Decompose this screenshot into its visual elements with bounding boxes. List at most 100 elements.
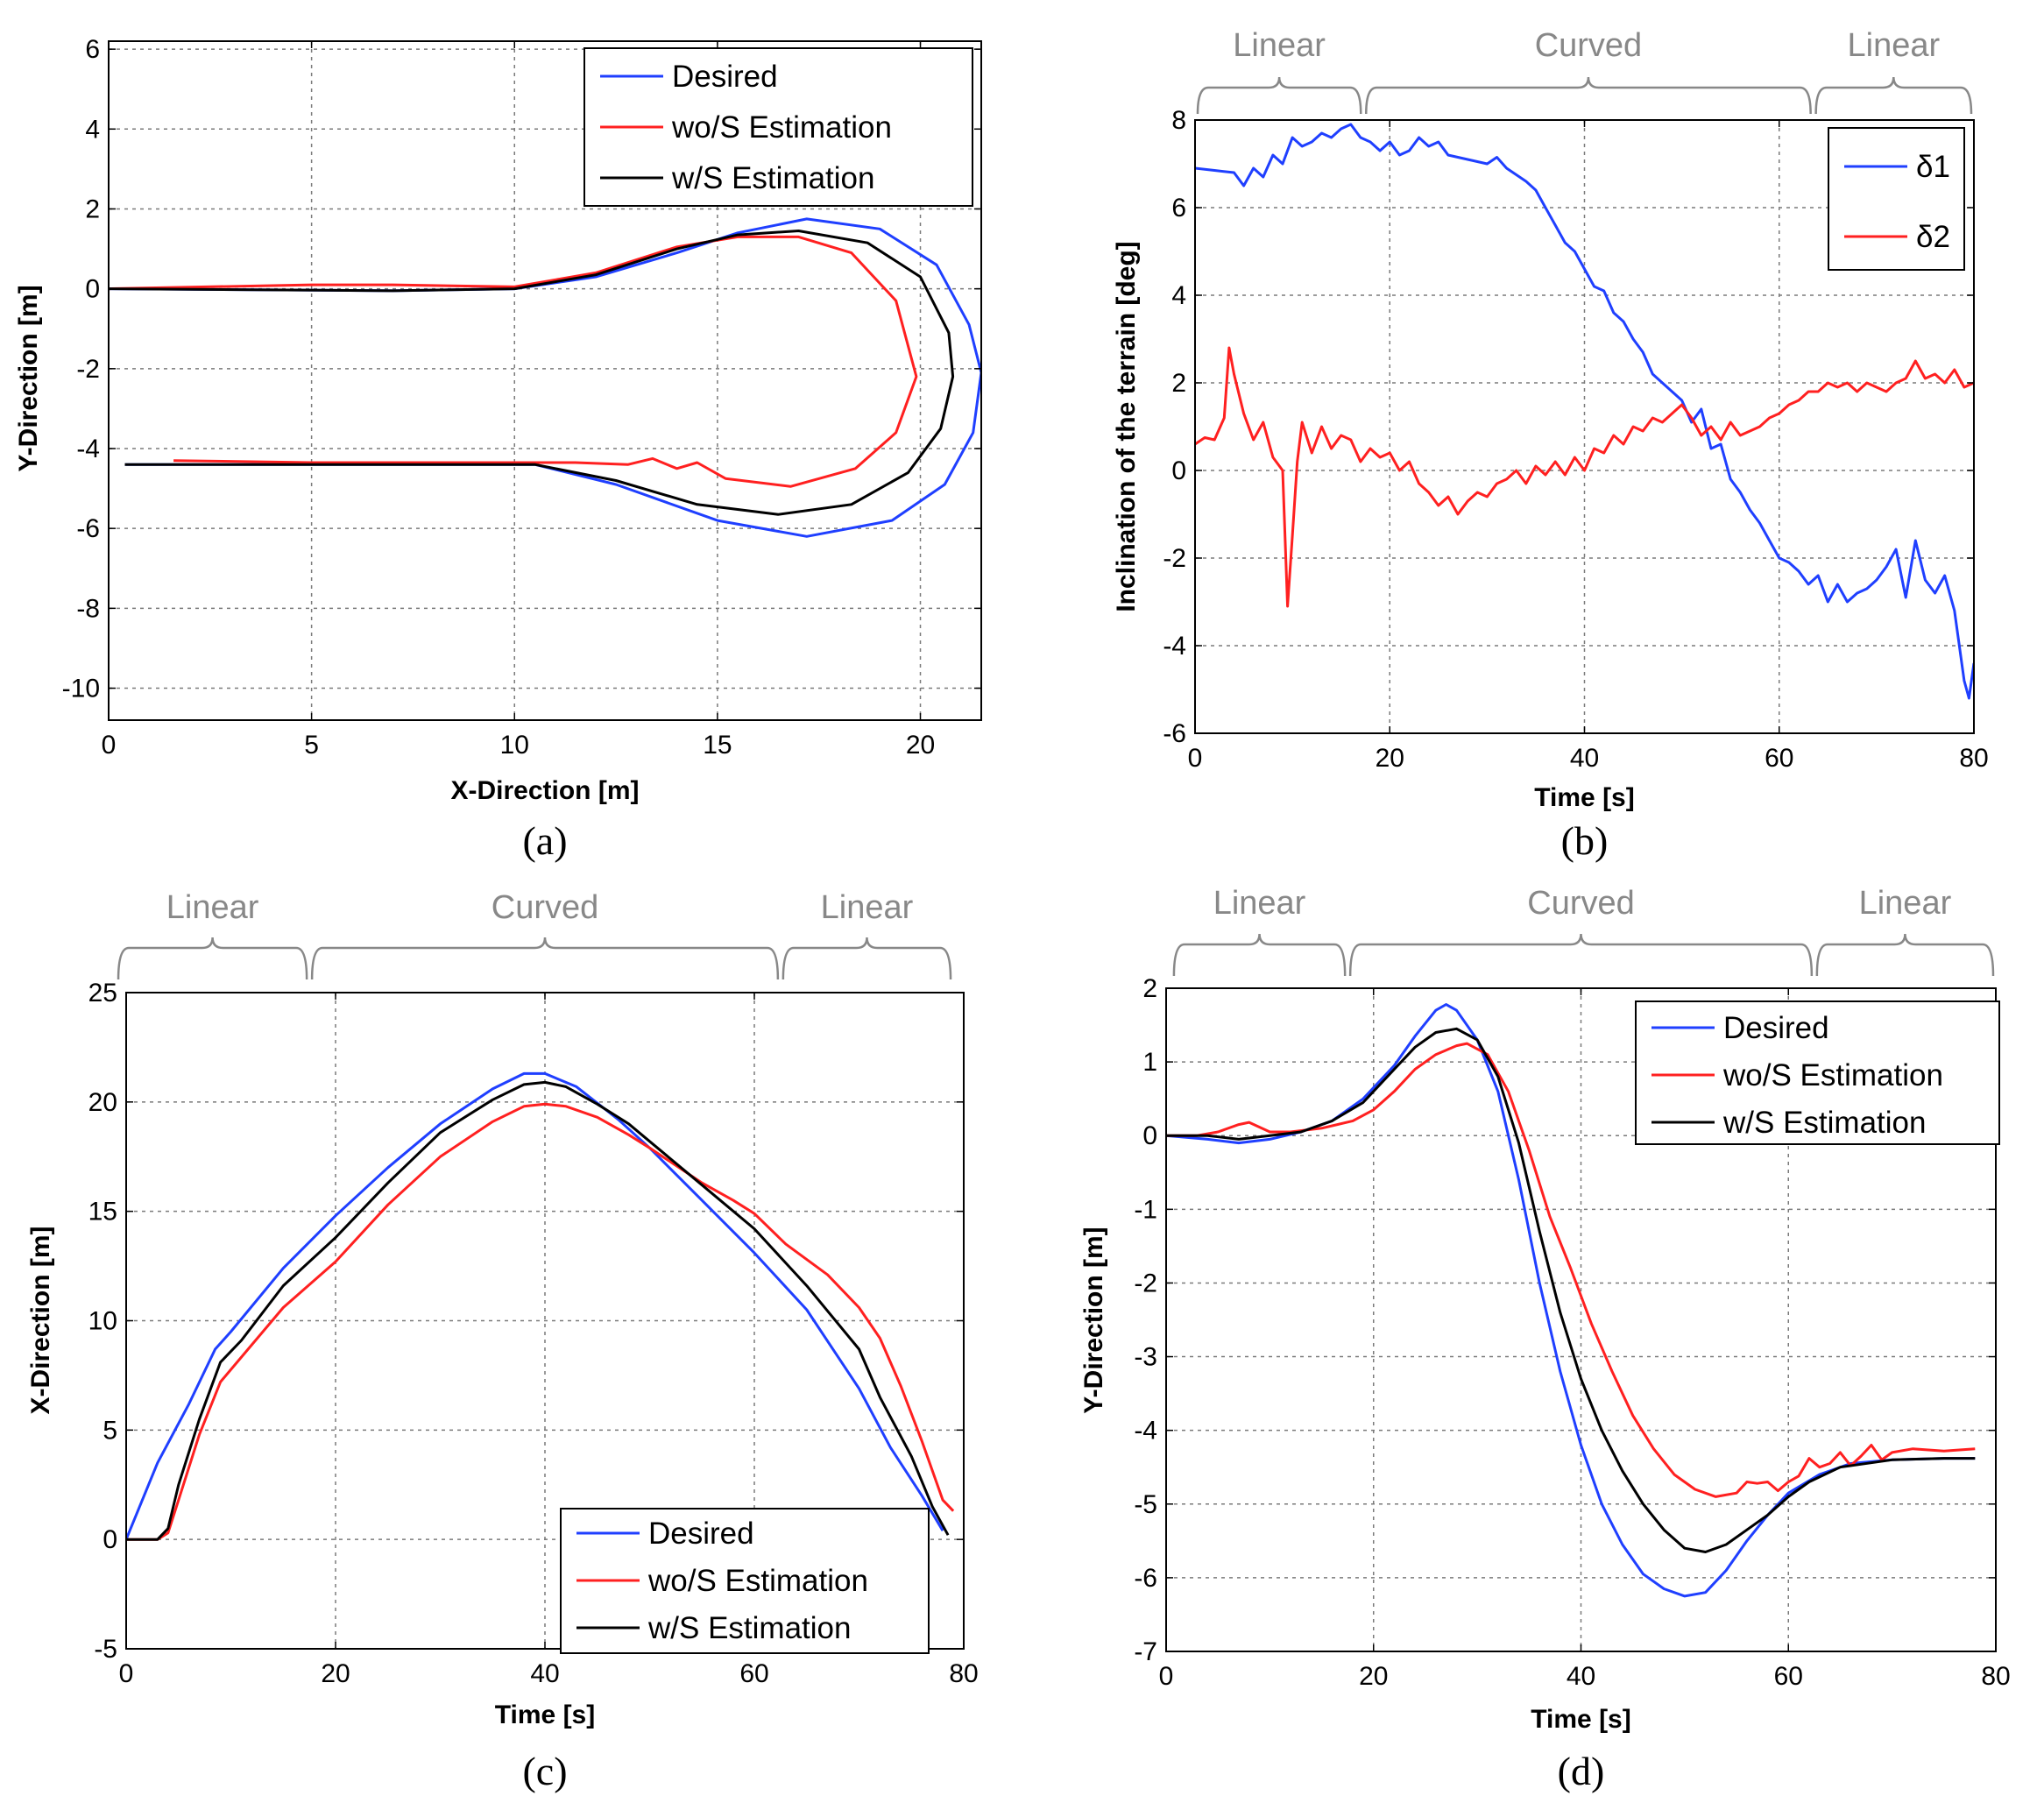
x-axis-label: Time [s] xyxy=(1534,783,1634,812)
phase-label-3: Linear xyxy=(1848,27,1941,64)
x-tick-label: 10 xyxy=(500,731,529,760)
y-axis-label: Inclination of the terrain [deg] xyxy=(1112,241,1141,612)
panel-caption: (a) xyxy=(522,818,567,863)
legend-entry-1: Desired xyxy=(648,1517,754,1551)
x-tick-label: 0 xyxy=(119,1659,134,1688)
panel-caption: (b) xyxy=(1561,818,1609,863)
y-axis-label: X-Direction [m] xyxy=(26,1226,55,1414)
series-line-1 xyxy=(1195,123,1974,700)
legend-entry-1: Desired xyxy=(672,60,778,94)
y-tick-label: -4 xyxy=(1134,1417,1157,1446)
x-tick-label: 20 xyxy=(1359,1662,1388,1691)
y-tick-label: 15 xyxy=(88,1198,117,1227)
legend: δ1 δ2 xyxy=(1828,127,1965,271)
legend-entry-2: wo/S Estimation xyxy=(671,110,892,145)
panel-caption: (c) xyxy=(522,1749,567,1793)
y-tick-label: -7 xyxy=(1134,1637,1157,1666)
legend-entry-1: δ1 xyxy=(1916,150,1950,184)
phase-label-1: Linear xyxy=(1213,885,1306,922)
y-tick-label: -1 xyxy=(1134,1195,1157,1224)
legend-entry-3: w/S Estimation xyxy=(671,161,874,195)
phase-label-2: Curved xyxy=(492,889,599,926)
y-tick-label: -5 xyxy=(1134,1490,1157,1519)
legend: Desired wo/S Estimation w/S Estimation xyxy=(560,1508,930,1654)
x-tick-label: 60 xyxy=(739,1659,768,1688)
legend-entry-2: wo/S Estimation xyxy=(647,1564,868,1598)
panel-b: 0 20 40 60 80 -6 -4 -2 0 2 4 6 8 Time [s] Inclination … xyxy=(1112,27,1989,863)
phase-brace-3 xyxy=(1815,933,1995,977)
x-tick-label: 80 xyxy=(1981,1662,2010,1691)
phase-brace-1 xyxy=(1172,933,1347,977)
legend-box xyxy=(1635,1000,2000,1145)
x-tick-label: 0 xyxy=(102,731,117,760)
x-tick-label: 40 xyxy=(530,1659,559,1688)
y-tick-label: 4 xyxy=(1171,281,1186,310)
y-tick-label: 5 xyxy=(103,1416,117,1445)
legend: Desired wo/S Estimation w/S Estimation xyxy=(583,47,973,207)
x-tick-label: 20 xyxy=(1376,744,1404,773)
y-tick-label: 10 xyxy=(88,1307,117,1336)
x-tick-label: 15 xyxy=(703,731,732,760)
phase-label-1: Linear xyxy=(1233,27,1326,64)
y-tick-label: 20 xyxy=(88,1088,117,1117)
x-tick-label: 20 xyxy=(321,1659,350,1688)
x-tick-label: 40 xyxy=(1570,744,1599,773)
y-tick-label: -2 xyxy=(1163,544,1186,573)
panel-caption: (d) xyxy=(1558,1749,1605,1793)
legend: Desired wo/S Estimation w/S Estimation xyxy=(1635,1000,2000,1145)
y-tick-label: 0 xyxy=(103,1525,117,1554)
y-tick-label: 2 xyxy=(85,194,100,223)
y-tick-label: 4 xyxy=(85,115,100,144)
legend-entry-3: w/S Estimation xyxy=(647,1611,851,1645)
legend-entry-2: wo/S Estimation xyxy=(1722,1058,1943,1092)
x-tick-label: 5 xyxy=(304,731,319,760)
series-line-1 xyxy=(126,1071,944,1540)
y-tick-label: 6 xyxy=(1171,194,1186,223)
y-tick-label: -4 xyxy=(1163,632,1186,661)
phase-label-1: Linear xyxy=(166,889,259,926)
x-axis-label: Time [s] xyxy=(495,1700,595,1729)
phase-brace-3 xyxy=(782,937,952,980)
phase-brace-1 xyxy=(117,937,308,980)
legend-entry-2: δ2 xyxy=(1916,220,1950,254)
series-line-2 xyxy=(109,235,918,488)
phase-brace-2 xyxy=(310,937,780,980)
y-tick-label: -2 xyxy=(1134,1269,1157,1297)
series-line-2 xyxy=(1166,1042,1976,1498)
y-tick-label: -10 xyxy=(62,675,100,703)
series-line-3 xyxy=(126,1080,950,1541)
y-tick-label: 2 xyxy=(1171,369,1186,398)
x-tick-label: 20 xyxy=(906,731,935,760)
y-tick-label: -3 xyxy=(1134,1343,1157,1372)
phase-label-3: Linear xyxy=(821,889,914,926)
y-tick-label: 1 xyxy=(1142,1048,1157,1077)
x-axis-label: X-Direction [m] xyxy=(450,776,639,805)
panel-d: 0 20 40 60 80 -7 -6 -5 -4 -3 -2 -1 0 1 2 Time [s] Y-Dire… xyxy=(1079,885,2011,1793)
x-tick-label: 40 xyxy=(1567,1662,1595,1691)
legend-entry-1: Desired xyxy=(1723,1011,1829,1045)
series-line-3 xyxy=(1166,1027,1976,1553)
legend-entry-3: w/S Estimation xyxy=(1722,1106,1926,1140)
y-tick-label: -6 xyxy=(1134,1564,1157,1593)
y-tick-label: 25 xyxy=(88,979,117,1008)
y-tick-label: 8 xyxy=(1171,106,1186,135)
x-tick-label: 60 xyxy=(1765,744,1793,773)
x-tick-label: 80 xyxy=(1959,744,1988,773)
x-tick-label: 0 xyxy=(1188,744,1203,773)
plot-frame xyxy=(108,40,982,721)
y-tick-label: -6 xyxy=(1163,719,1186,748)
y-tick-label: 0 xyxy=(85,275,100,304)
phase-label-2: Curved xyxy=(1535,27,1643,64)
y-tick-label: -2 xyxy=(76,355,100,384)
y-axis-label: Y-Direction [m] xyxy=(1079,1227,1108,1413)
panel-a: 0 5 10 15 20 -10 -8 -6 -4 -2 0 2 4 6 X-Direction [m] Y-… xyxy=(14,35,982,863)
series-line-1 xyxy=(109,217,981,538)
x-tick-label: 80 xyxy=(949,1659,978,1688)
y-tick-label: -6 xyxy=(76,514,100,543)
phase-brace-2 xyxy=(1348,933,1814,977)
y-tick-label: -4 xyxy=(76,435,100,463)
phase-label-2: Curved xyxy=(1527,885,1635,922)
y-tick-label: 0 xyxy=(1171,456,1186,485)
